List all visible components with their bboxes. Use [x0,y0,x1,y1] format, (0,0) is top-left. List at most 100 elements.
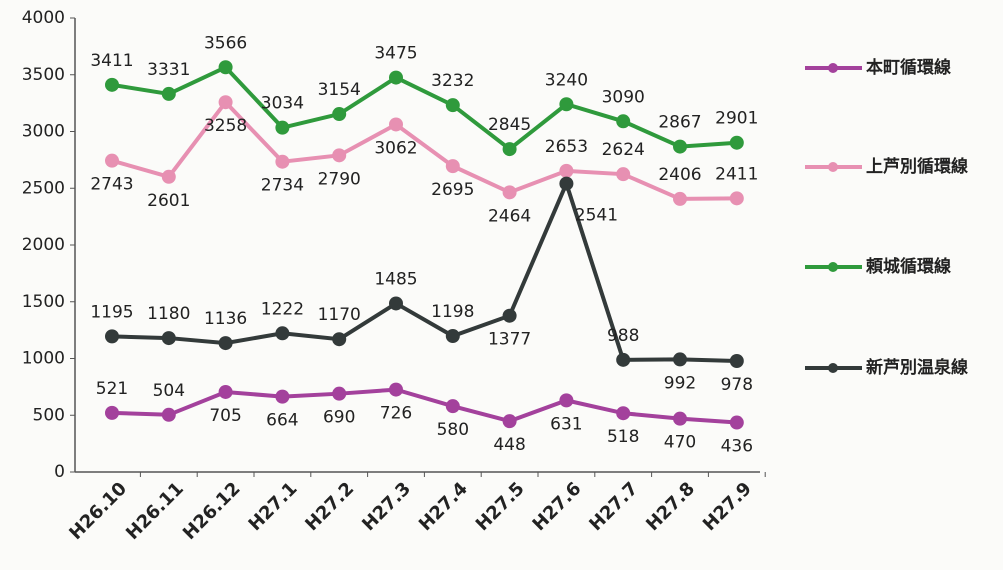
point [161,331,176,346]
data-label: 988 [607,326,639,346]
data-label: 2541 [575,206,618,226]
y-tick-label: 1500 [22,292,65,312]
point [729,135,744,150]
data-label: 448 [493,435,525,455]
x-tick-label: H27.9 [699,478,756,535]
point [502,142,517,157]
data-label: 1195 [90,302,133,322]
data-label: 2734 [261,176,304,196]
point [559,97,574,112]
x-tick-label: H26.11 [122,478,188,544]
data-label: 3232 [431,71,474,91]
point [275,389,290,404]
legend-marker [828,63,838,73]
point [673,191,687,206]
x-tick-label: H27.3 [358,478,415,535]
y-tick-label: 500 [33,405,65,425]
point [275,120,290,135]
series-line [111,177,737,363]
point [616,352,631,367]
point [161,86,176,101]
x-tick-label: H27.8 [642,478,699,535]
point [332,107,347,122]
data-label: 2624 [602,140,645,160]
data-label: 2464 [488,206,531,226]
point [502,414,517,429]
legend-label: 新芦別温泉線 [866,357,968,378]
data-label: 3090 [602,87,645,107]
point [445,98,460,113]
point [673,139,687,154]
point [729,353,744,368]
point [332,332,347,347]
legend-marker [828,162,838,172]
data-label: 2695 [431,180,474,200]
point [105,77,119,92]
data-label: 1136 [204,309,247,329]
data-label: 3566 [204,33,247,53]
x-tick-label: H27.5 [472,478,529,535]
data-label: 2845 [488,115,531,135]
point [389,296,403,311]
data-label: 1170 [318,305,361,325]
point [332,386,347,401]
data-label: 992 [664,373,696,393]
point [559,176,574,191]
data-label: 3240 [545,70,588,90]
x-tick-label: H26.10 [65,478,131,544]
point [161,169,176,184]
y-tick-label: 1000 [22,349,65,369]
point [673,411,687,426]
data-label: 2406 [658,165,701,185]
data-label: 978 [721,375,753,395]
x-tick-label: H26.12 [179,478,245,544]
data-label: 2743 [90,175,133,195]
data-label: 3062 [374,138,417,158]
point [105,329,119,344]
point [161,407,176,422]
data-label: 580 [437,420,469,440]
x-tick-label: H27.6 [529,478,586,535]
series-line [111,99,737,201]
point [445,159,460,174]
point [559,393,574,408]
point [673,352,687,367]
point [729,415,744,430]
legend-label: 上芦別循環線 [866,156,968,177]
data-label: 1198 [431,302,474,322]
data-label: 2411 [715,164,758,184]
point [616,114,631,129]
data-label: 3475 [374,44,417,64]
legend-marker [828,363,838,373]
data-label: 470 [664,433,696,453]
y-tick-label: 0 [54,462,65,482]
data-label: 1180 [147,304,190,324]
point [105,405,119,420]
x-tick-label: H27.2 [301,478,358,535]
data-label: 2601 [147,191,190,211]
x-tick-label: H27.7 [585,478,642,535]
data-label: 3154 [318,80,361,100]
data-label: 2790 [318,169,361,189]
x-tick-label: H27.1 [245,478,302,535]
point [218,384,233,399]
point [275,154,290,169]
point [389,117,403,132]
data-label: 3411 [90,51,133,71]
data-label: 631 [550,414,582,434]
point [502,185,517,200]
point [616,167,631,182]
point [275,326,290,341]
data-label: 690 [323,408,355,428]
x-tick-label: H27.4 [415,478,472,535]
data-label: 3258 [204,116,247,136]
point [445,399,460,414]
legend-marker [828,262,838,272]
data-label: 2867 [658,113,701,133]
y-tick-label: 2000 [22,235,65,255]
data-label: 1377 [488,330,531,350]
data-label: 436 [721,437,753,457]
data-label: 518 [607,427,639,447]
legend-label: 頼城循環線 [866,256,951,277]
data-label: 3034 [261,94,304,114]
